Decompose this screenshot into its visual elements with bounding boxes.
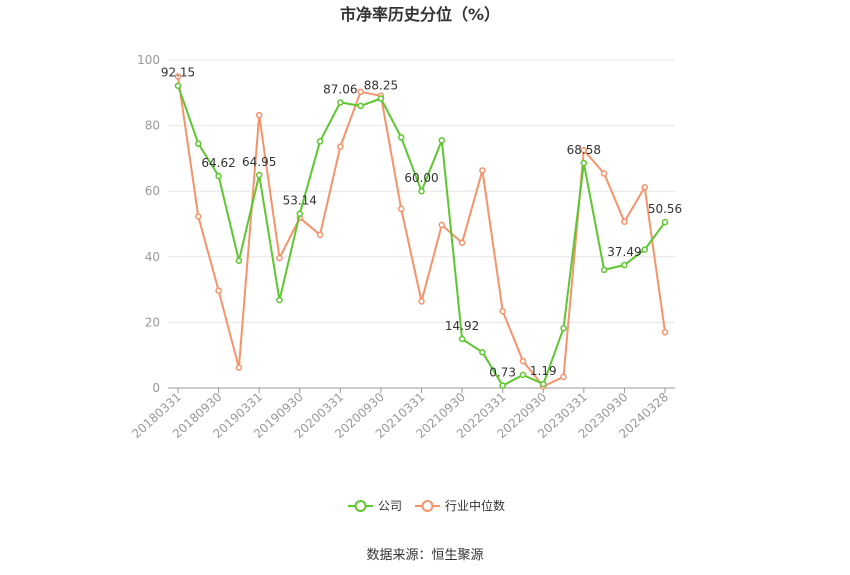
data-point	[255, 111, 263, 119]
data-point	[479, 348, 486, 356]
data-point	[560, 325, 567, 332]
data-point	[458, 335, 466, 343]
data-label: 60.00	[404, 171, 438, 185]
data-point	[499, 307, 506, 315]
series-line	[177, 76, 666, 388]
data-point	[418, 298, 425, 305]
y-axis: 0 20 40 60 80 100	[137, 53, 160, 395]
data-point	[438, 221, 446, 229]
data-point	[357, 88, 364, 96]
data-point	[580, 146, 588, 154]
data-labels: 92.15 64.62 64.95 53.14 87.06 88.25 60.00 14.92…	[161, 66, 682, 380]
data-point	[458, 239, 466, 246]
data-label: 64.95	[242, 155, 276, 169]
data-point	[377, 95, 385, 102]
series-line	[177, 85, 666, 387]
source-note: 数据来源：恒生聚源	[366, 548, 483, 563]
data-point	[438, 137, 446, 144]
data-point	[580, 159, 588, 167]
x-axis: 2018033120180930201903312019093020200331…	[129, 387, 675, 441]
data-label: 92.15	[161, 66, 195, 80]
data-label: 53.14	[283, 194, 317, 208]
y-tick-label: 20	[145, 315, 160, 329]
data-label: 50.56	[648, 202, 682, 216]
data-point	[195, 213, 202, 220]
data-point	[560, 373, 567, 381]
data-label: 64.62	[201, 156, 235, 170]
data-point	[174, 82, 182, 89]
data-label: 87.06	[323, 82, 357, 96]
data-point	[195, 140, 202, 147]
data-point	[276, 254, 283, 262]
data-point	[418, 187, 425, 195]
data-point	[296, 210, 303, 217]
data-point	[235, 257, 243, 264]
data-point	[641, 184, 648, 191]
data-point	[215, 287, 222, 294]
y-tick-label: 60	[145, 184, 160, 198]
series-layer	[174, 73, 669, 390]
data-point	[600, 266, 608, 274]
legend-label: 行业中位数	[445, 498, 505, 513]
data-label: 37.49	[607, 245, 641, 259]
legend[interactable]: 公司 行业中位数	[348, 498, 505, 513]
data-point	[540, 380, 547, 388]
data-point	[316, 138, 324, 145]
data-point	[357, 102, 364, 110]
legend-symbol-marker	[354, 500, 367, 512]
data-point	[519, 357, 527, 365]
data-point	[397, 205, 405, 213]
data-point	[215, 172, 222, 180]
data-point	[337, 99, 344, 106]
data-point	[479, 167, 486, 174]
data-label: 14.92	[445, 319, 479, 333]
data-point	[174, 73, 182, 80]
y-tick-label: 80	[145, 119, 160, 133]
data-point	[499, 382, 506, 389]
y-tick-label: 0	[152, 381, 160, 395]
data-point	[519, 371, 527, 379]
data-label: 88.25	[364, 79, 398, 93]
data-point	[235, 364, 243, 371]
legend-label: 公司	[378, 499, 402, 513]
legend-symbol-marker	[421, 500, 434, 512]
data-point	[621, 218, 628, 225]
data-point	[255, 171, 263, 179]
data-point	[397, 134, 405, 141]
data-point	[316, 231, 324, 239]
y-tick-label: 40	[145, 250, 160, 264]
data-point	[276, 296, 283, 304]
chart-title: 市净率历史分位（%）	[340, 5, 500, 24]
data-label: 68.58	[567, 143, 601, 157]
data-point	[600, 170, 608, 177]
data-point	[641, 246, 648, 253]
data-label: 0.73	[489, 366, 516, 380]
data-point	[337, 143, 344, 150]
data-point	[661, 328, 669, 336]
data-point	[661, 218, 669, 226]
data-label: 1.19	[530, 364, 557, 378]
data-point	[621, 261, 628, 269]
y-tick-label: 100	[137, 53, 160, 67]
